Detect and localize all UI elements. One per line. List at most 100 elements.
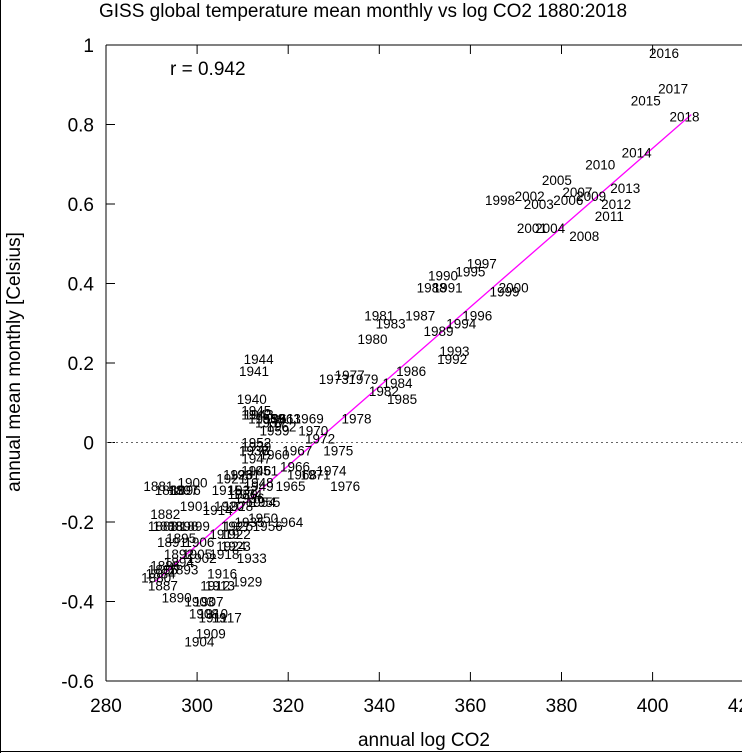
year-point-label: 1993 — [439, 344, 469, 359]
year-point-label: 1913 — [205, 579, 235, 594]
year-point-label: 1896 — [171, 483, 201, 498]
year-point-label: 1901 — [180, 499, 210, 514]
year-point-label: 2017 — [658, 82, 688, 97]
year-point-label: 1936 — [234, 491, 264, 506]
year-point-label: 1974 — [316, 463, 347, 478]
year-point-label: 1959 — [260, 424, 290, 439]
year-point-label: 1911 — [199, 610, 228, 625]
year-point-label: 1955 — [250, 495, 280, 510]
year-point-label: 1926 — [223, 467, 253, 482]
year-point-label: 2011 — [595, 209, 624, 224]
year-point-label: 1935 — [234, 515, 264, 530]
year-point-label: 1890 — [162, 591, 192, 606]
year-point-label: 1951 — [248, 463, 278, 478]
year-point-label: 1957 — [255, 416, 285, 431]
year-point-label: 2007 — [562, 185, 592, 200]
year-point-label: 1963 — [271, 412, 301, 427]
year-point-label: 1886 — [150, 559, 180, 574]
year-point-label: 1953 — [248, 412, 278, 427]
year-point-label: 2009 — [576, 189, 606, 204]
year-point-label: 1939 — [241, 439, 271, 454]
year-point-label: 1894 — [164, 555, 195, 570]
year-point-label: 1916 — [207, 567, 237, 582]
year-point-label: 1958 — [255, 412, 285, 427]
year-point-label: 1932 — [228, 483, 258, 498]
year-point-label: 1880 — [141, 571, 171, 586]
year-point-label: 1969 — [294, 412, 324, 427]
y-tick-label: 0.6 — [68, 195, 94, 216]
year-point-label: 1892 — [164, 547, 194, 562]
year-point-label: 2014 — [622, 145, 653, 160]
year-point-label: 1968 — [287, 467, 317, 482]
year-point-label: 1989 — [423, 324, 453, 339]
year-point-label: 1941 — [239, 364, 269, 379]
year-point-label: 1921 — [216, 471, 246, 486]
year-point-label: 1966 — [280, 459, 310, 474]
year-point-label: 2012 — [601, 197, 631, 212]
year-point-label: 1920 — [214, 499, 244, 514]
year-point-label: 1995 — [455, 265, 485, 280]
year-point-label: 1991 — [433, 280, 463, 295]
y-tick-label: 0.8 — [68, 116, 94, 137]
year-point-label: 2015 — [631, 94, 661, 109]
year-point-label: 1904 — [184, 634, 215, 649]
year-point-label: 1900 — [178, 475, 208, 490]
year-point-label: 1912 — [200, 579, 230, 594]
year-point-label: 1893 — [168, 563, 198, 578]
y-tick-label: -0.6 — [61, 672, 94, 693]
year-point-label: 1944 — [244, 352, 275, 367]
year-point-label: 1949 — [244, 479, 274, 494]
year-point-label: 1977 — [335, 368, 365, 383]
chart-title: GISS global temperature mean monthly vs … — [99, 1, 627, 22]
year-point-label: 2000 — [499, 280, 529, 295]
year-point-label: 1997 — [467, 257, 497, 272]
year-point-label: 1946 — [241, 463, 271, 478]
year-point-label: 1943 — [244, 408, 274, 423]
year-point-label: 1928 — [223, 499, 253, 514]
year-point-label: 1887 — [148, 579, 178, 594]
year-point-label: 1897 — [168, 483, 198, 498]
year-point-label: 1899 — [180, 519, 210, 534]
x-tick-label: 300 — [181, 696, 213, 717]
y-tick-label: 0.2 — [68, 354, 94, 375]
year-point-label: 2008 — [569, 229, 599, 244]
year-point-label: 1950 — [248, 511, 278, 526]
year-point-label: 1922 — [221, 527, 251, 542]
year-point-label: 1948 — [244, 475, 274, 490]
year-point-label: 1903 — [184, 595, 214, 610]
year-point-label: 1956 — [253, 519, 283, 534]
year-point-label: 2001 — [517, 221, 547, 236]
year-point-label: 1980 — [357, 332, 387, 347]
year-point-label: 2003 — [524, 197, 554, 212]
year-point-label: 1915 — [212, 483, 242, 498]
year-point-label: 1973 — [319, 372, 349, 387]
year-point-label: 1905 — [182, 547, 212, 562]
year-point-label: 1891 — [157, 535, 187, 550]
year-point-label: 1992 — [437, 352, 467, 367]
year-point-label: 1990 — [428, 269, 458, 284]
year-point-label: 1952 — [241, 436, 271, 451]
year-point-label: 2010 — [585, 157, 615, 172]
year-point-label: 1942 — [241, 408, 271, 423]
year-point-label: 1929 — [232, 575, 262, 590]
year-point-label: 1975 — [323, 443, 353, 458]
year-point-label: 1906 — [184, 535, 214, 550]
year-point-label: 1984 — [382, 376, 413, 391]
year-point-label: 1889 — [155, 483, 185, 498]
x-tick-label: 360 — [455, 696, 487, 717]
year-point-label: 1964 — [273, 515, 304, 530]
y-tick-label: 0.4 — [68, 275, 95, 296]
year-point-label: 1965 — [275, 479, 305, 494]
year-point-label: 2002 — [515, 189, 545, 204]
year-point-label: 1884 — [146, 567, 177, 582]
y-tick-label: -0.2 — [61, 513, 94, 534]
year-point-label: 2016 — [649, 46, 679, 61]
year-point-label: 1945 — [241, 404, 271, 419]
year-point-label: 1947 — [241, 451, 271, 466]
year-point-label: 1933 — [237, 551, 267, 566]
year-point-label: 1976 — [330, 479, 360, 494]
year-point-label: 1960 — [260, 447, 290, 462]
year-point-label: 1988 — [417, 280, 447, 295]
correlation-label: r = 0.942 — [170, 59, 246, 80]
